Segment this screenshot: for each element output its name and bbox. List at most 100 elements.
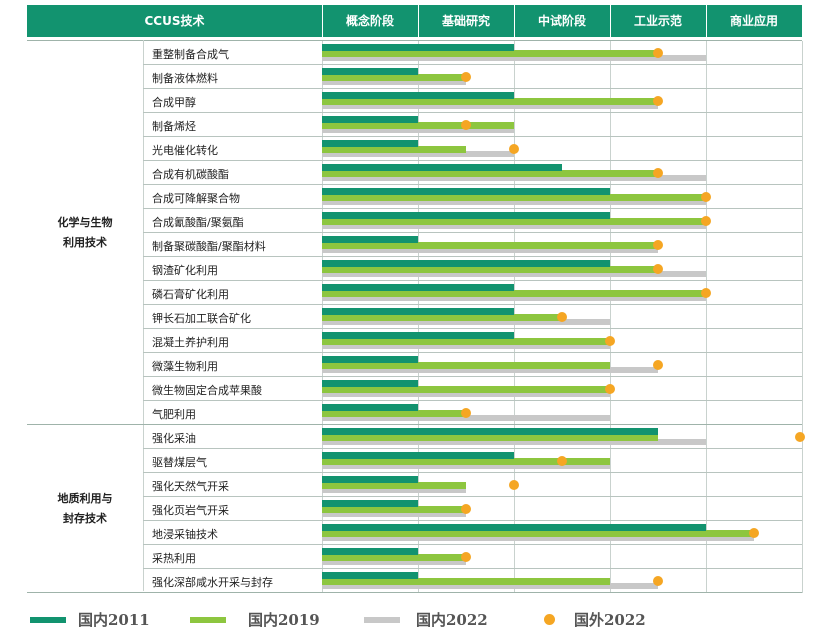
row-divider	[143, 184, 802, 185]
bar-domestic-2022	[322, 151, 514, 157]
bar-domestic-2019	[322, 506, 466, 513]
group-label-line: 封存技术	[63, 512, 107, 525]
header-bar	[27, 5, 802, 37]
bar-domestic-2011	[322, 524, 706, 531]
bar-domestic-2022	[322, 271, 706, 277]
row-divider	[143, 280, 802, 281]
bar-domestic-2011	[322, 116, 418, 123]
legend-label: 国内2011	[78, 611, 150, 629]
category-label: 重整制备合成气	[152, 48, 229, 61]
bar-domestic-2019	[322, 530, 754, 537]
category-label: 地浸采铀技术	[152, 528, 218, 541]
legend-swatch	[364, 617, 400, 623]
marker-foreign-2022	[653, 576, 663, 586]
bar-domestic-2022	[322, 439, 706, 445]
category-label: 微生物固定合成苹果酸	[152, 384, 262, 397]
bar-domestic-2022	[322, 103, 658, 109]
row-divider	[143, 496, 802, 497]
bar-domestic-2022	[322, 199, 706, 205]
bar-domestic-2019	[322, 362, 610, 369]
bar-domestic-2019	[322, 338, 610, 345]
bar-domestic-2011	[322, 548, 418, 555]
group-label-chemical-biological: 化学与生物 利用技术	[40, 213, 130, 253]
category-label: 强化采油	[152, 432, 196, 445]
bar-domestic-2022	[322, 127, 514, 133]
legend-dot	[544, 614, 555, 625]
marker-foreign-2022	[653, 264, 663, 274]
bar-domestic-2019	[322, 170, 658, 177]
row-divider	[143, 208, 802, 209]
bar-domestic-2011	[322, 140, 418, 147]
header-divider	[610, 5, 611, 37]
category-label: 合成有机碳酸酯	[152, 168, 229, 181]
bar-domestic-2011	[322, 428, 658, 435]
row-divider	[143, 352, 802, 353]
group-divider	[27, 424, 802, 425]
category-label: 合成甲醇	[152, 96, 196, 109]
bar-domestic-2011	[322, 500, 418, 507]
bar-domestic-2022	[322, 367, 658, 373]
bar-domestic-2019	[322, 386, 610, 393]
bar-domestic-2011	[322, 308, 514, 315]
row-divider	[143, 328, 802, 329]
row-divider	[143, 544, 802, 545]
row-divider	[143, 88, 802, 89]
bar-domestic-2019	[322, 290, 706, 297]
bar-domestic-2022	[322, 175, 706, 181]
bar-domestic-2019	[322, 410, 466, 417]
group-label-line: 地质利用与	[57, 492, 113, 505]
bar-domestic-2022	[322, 295, 706, 301]
bar-domestic-2011	[322, 356, 418, 363]
marker-foreign-2022	[605, 336, 615, 346]
table-top-rule	[27, 40, 802, 41]
bar-domestic-2011	[322, 44, 514, 51]
category-label: 制备烯烃	[152, 120, 196, 133]
marker-foreign-2022	[653, 96, 663, 106]
bar-domestic-2022	[322, 319, 610, 325]
bar-domestic-2022	[322, 79, 466, 85]
stage-header-concept: 概念阶段	[345, 14, 394, 28]
category-label: 钢渣矿化利用	[152, 264, 218, 277]
marker-foreign-2022	[461, 72, 471, 82]
bar-domestic-2011	[322, 380, 418, 387]
legend-swatch	[190, 617, 226, 623]
marker-foreign-2022	[509, 480, 519, 490]
marker-foreign-2022	[795, 432, 805, 442]
stage-gridline	[802, 41, 803, 593]
group-divider	[27, 592, 802, 593]
marker-foreign-2022	[653, 240, 663, 250]
marker-foreign-2022	[653, 360, 663, 370]
stage-header-commercial: 商业应用	[729, 14, 778, 28]
row-divider	[143, 400, 802, 401]
stage-header-pilot: 中试阶段	[537, 14, 586, 28]
group-label-geological: 地质利用与 封存技术	[40, 489, 130, 529]
header-divider	[514, 5, 515, 37]
row-divider	[143, 64, 802, 65]
category-label: 混凝土养护利用	[152, 336, 229, 349]
stage-header-industrial-demo: 工业示范	[633, 14, 682, 28]
category-column-divider	[143, 40, 144, 591]
bar-domestic-2019	[322, 458, 610, 465]
row-divider	[143, 112, 802, 113]
bar-domestic-2011	[322, 404, 418, 411]
marker-foreign-2022	[701, 192, 711, 202]
marker-foreign-2022	[749, 528, 759, 538]
row-divider	[143, 136, 802, 137]
group-label-line: 化学与生物	[57, 216, 113, 229]
category-label: 制备聚碳酸酯/聚酯材料	[152, 240, 266, 253]
bar-domestic-2011	[322, 572, 418, 579]
bar-domestic-2022	[322, 559, 466, 565]
category-label: 光电催化转化	[152, 144, 218, 157]
bar-domestic-2019	[322, 482, 466, 489]
bar-domestic-2019	[322, 74, 466, 81]
row-divider	[143, 256, 802, 257]
row-divider	[143, 520, 802, 521]
stage-gridline	[610, 41, 611, 593]
bar-domestic-2011	[322, 452, 514, 459]
bar-domestic-2022	[322, 391, 610, 397]
bar-domestic-2022	[322, 487, 466, 493]
bar-domestic-2019	[322, 50, 658, 57]
marker-foreign-2022	[461, 504, 471, 514]
category-label: 气肥利用	[152, 408, 196, 421]
